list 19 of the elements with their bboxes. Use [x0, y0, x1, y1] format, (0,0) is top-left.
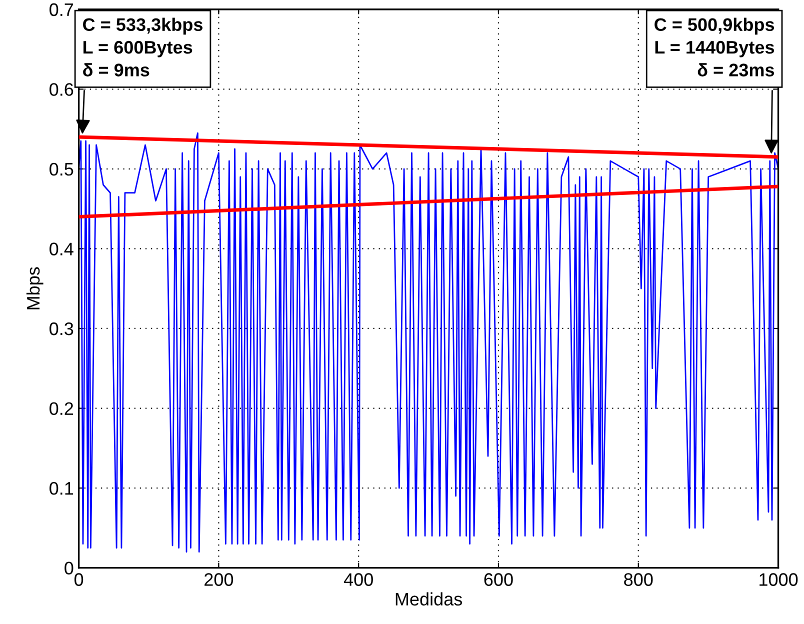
x-tick-label: 0: [74, 573, 84, 586]
y-tick-label: 0.3: [50, 322, 74, 336]
x-tick-label: 1000: [760, 573, 798, 586]
x-tick-label: 600: [484, 573, 513, 586]
x-tick-label: 800: [624, 573, 653, 586]
annotation: C = 533,3kbps L = 600Bytes δ = 9ms: [83, 18, 202, 76]
x-axis-title: Medidas: [396, 592, 462, 606]
y-tick-label: 0.7: [50, 3, 74, 16]
y-tick-label: 0.1: [50, 482, 74, 495]
line-series: [78, 132, 778, 553]
y-tick-label: 0: [64, 562, 74, 575]
x-tick-label: 200: [204, 573, 234, 586]
y-tick-label: 0.6: [50, 83, 74, 96]
x-tick-label: 400: [344, 573, 373, 586]
y-tick-label: 0.2: [50, 402, 74, 415]
y-tick-label: 0.4: [50, 242, 74, 256]
annotation: C = 500,9kbps L = 1440Bytes δ = 23ms: [654, 18, 774, 76]
y-axis-title: Mbps: [26, 267, 44, 310]
y-tick-label: 0.5: [50, 162, 74, 176]
